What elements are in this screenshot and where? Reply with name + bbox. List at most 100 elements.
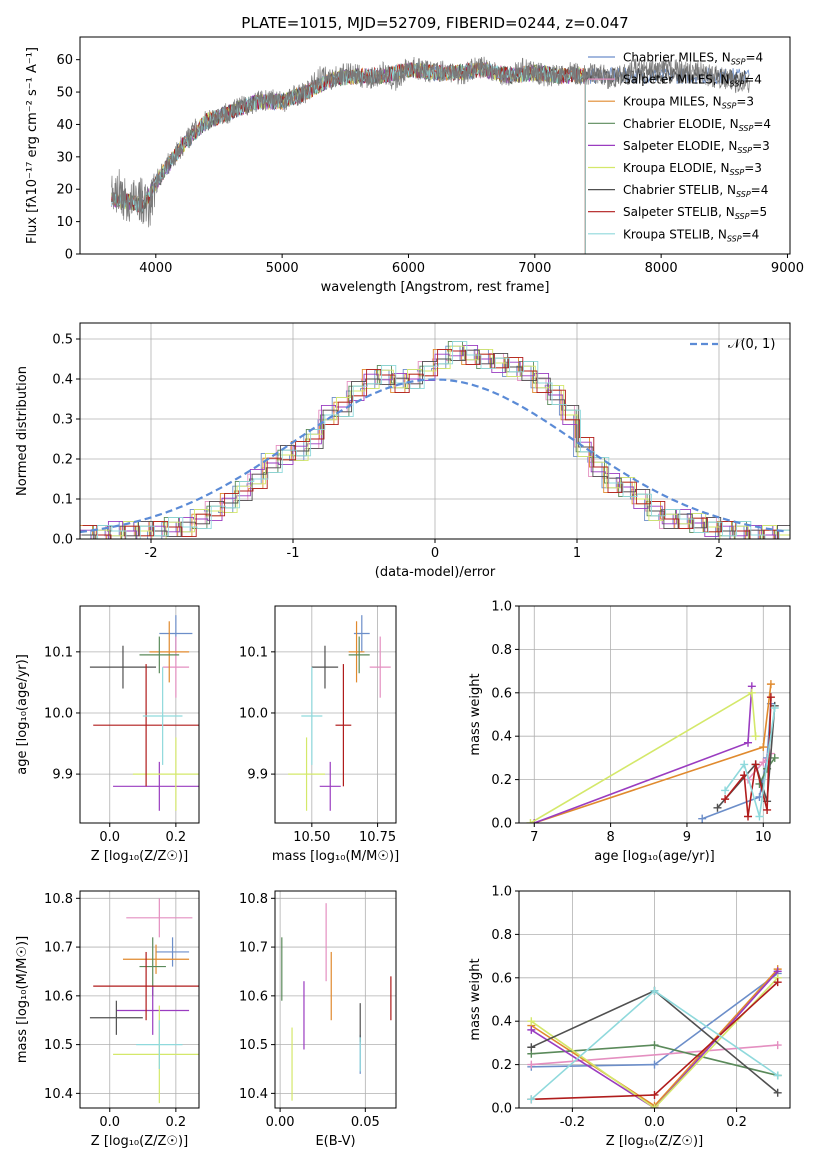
x-axis-label: Z [log₁₀(Z/Z☉)] — [606, 1134, 703, 1149]
errorbar-salpeter_stelib — [93, 664, 199, 787]
series-marker-salpeter_stelib — [751, 760, 760, 769]
y-tick-label: 10.6 — [44, 989, 73, 1004]
series-marker-kroupa_miles — [766, 680, 775, 689]
y-tick-label: 0.0 — [491, 817, 512, 832]
errorbar-chabrier_stelib — [89, 1000, 143, 1035]
y-tick-label: 50 — [56, 86, 73, 101]
series-marker-chabrier_miles — [650, 1060, 659, 1069]
y-axis-label: age [log₁₀(age/yr)] — [15, 654, 30, 775]
y-tick-label: 0.2 — [491, 773, 512, 788]
legend-label-kroupa_elodie: Kroupa ELODIE, NSSP=3 — [623, 161, 762, 177]
y-tick-label: 20 — [56, 183, 73, 198]
x-tick-label: 0.2 — [166, 1115, 187, 1130]
y-tick-label: 10.1 — [44, 645, 73, 660]
y-tick-label: 9.9 — [247, 768, 268, 783]
series-marker-kroupa_stelib — [527, 1095, 536, 1104]
y-tick-label: 0.2 — [52, 453, 73, 468]
series-marker-salpeter_miles — [773, 1041, 782, 1050]
histogram-kroupa_miles — [80, 348, 789, 539]
x-tick-label: 9 — [683, 830, 691, 845]
x-tick-label: 10.75 — [359, 830, 396, 845]
y-tick-label: 60 — [56, 53, 73, 68]
y-tick-label: 0.1 — [52, 493, 73, 508]
legend: Chabrier MILES, NSSP=4 Salpeter MILES, NS… — [588, 51, 771, 243]
x-axis-label: mass [log₁₀(M/M☉)] — [272, 849, 399, 864]
y-tick-label: 10.7 — [239, 941, 268, 956]
y-tick-label: 10.6 — [239, 989, 268, 1004]
axes-frame — [274, 605, 397, 824]
histogram-salpeter_elodie — [80, 344, 790, 539]
x-axis-label: age [log₁₀(age/yr)] — [594, 849, 715, 864]
y-tick-label: 10.4 — [44, 1087, 73, 1102]
errorbar-chabrier_elodie — [139, 636, 180, 674]
x-axis-label: wavelength [Angstrom, rest frame] — [321, 280, 550, 295]
y-tick-label: 0.8 — [491, 928, 512, 943]
y-tick-label: 10.1 — [239, 645, 268, 660]
y-axis-label: mass [log₁₀(M/M☉)] — [15, 936, 30, 1063]
axes-frame — [274, 890, 397, 1109]
series-line-chabrier_miles — [701, 703, 772, 820]
y-tick-label: 9.9 — [52, 768, 73, 783]
x-axis-label: Z [log₁₀(Z/Z☉)] — [91, 849, 188, 864]
x-tick-label: 6000 — [392, 261, 425, 276]
y-tick-label: 10.8 — [44, 892, 73, 907]
y-tick-label: 40 — [56, 118, 73, 133]
x-tick-label: 10 — [755, 830, 772, 845]
errorbar-chabrier_stelib — [89, 645, 157, 689]
series-marker-kroupa_elodie — [747, 688, 756, 697]
y-tick-label: 0.4 — [491, 1015, 512, 1030]
x-tick-label: 0.0 — [99, 830, 120, 845]
series-marker-kroupa_miles — [759, 743, 768, 752]
x-tick-label: -0.2 — [560, 1115, 585, 1130]
x-tick-label: 0 — [431, 546, 439, 561]
x-tick-label: -2 — [145, 546, 158, 561]
errorbar-salpeter_elodie — [116, 986, 190, 1035]
model-line-chabrier_elodie — [111, 62, 586, 254]
y-tick-label: 0.6 — [491, 686, 512, 701]
errorbar-kroupa_elodie — [132, 737, 199, 811]
y-tick-label: 10.8 — [239, 892, 268, 907]
x-tick-label: 9000 — [771, 261, 804, 276]
data-spectrum-line — [111, 56, 750, 228]
y-tick-label: 0.8 — [491, 643, 512, 658]
panel-spectrum: Chabrier MILES, NSSP=4 Salpeter MILES, NS… — [25, 36, 804, 295]
model-line-salpeter_elodie — [111, 62, 586, 254]
series-marker-salpeter_stelib — [650, 1090, 659, 1099]
y-tick-label: 10.0 — [44, 706, 73, 721]
legend-label-chabrier_elodie: Chabrier ELODIE, NSSP=4 — [623, 117, 771, 133]
normal-curve — [80, 378, 788, 534]
x-tick-label: 0.0 — [99, 1115, 120, 1130]
series-marker-kroupa_stelib — [650, 986, 659, 995]
errorbar-kroupa_stelib — [142, 667, 183, 765]
y-tick-label: 0.0 — [52, 533, 73, 548]
model-line-kroupa_miles — [111, 60, 586, 254]
plot-area — [526, 680, 779, 823]
series-marker-chabrier_miles — [698, 814, 707, 823]
model-line-salpeter_miles — [111, 62, 586, 254]
y-tick-label: 0.2 — [491, 1058, 512, 1073]
model-line-kroupa_stelib — [111, 62, 586, 254]
series-marker-kroupa_elodie — [650, 1104, 659, 1108]
series-line-kroupa_miles — [534, 684, 772, 823]
y-axis-label: mass weight — [468, 673, 483, 755]
errorbar-kroupa_miles — [348, 621, 365, 683]
series-marker-kroupa_elodie — [526, 819, 535, 823]
model-line-salpeter_stelib — [111, 61, 586, 254]
series-line-salpeter_elodie — [530, 970, 779, 1108]
y-tick-label: 0.5 — [52, 333, 73, 348]
y-tick-label: 0.6 — [491, 971, 512, 986]
x-tick-label: 4000 — [139, 261, 172, 276]
y-tick-label: 0.4 — [491, 730, 512, 745]
legend-label-chabrier_stelib: Chabrier STELIB, NSSP=4 — [623, 183, 768, 199]
x-tick-label: 0.00 — [266, 1115, 295, 1130]
series-marker-chabrier_stelib — [527, 1043, 536, 1052]
y-tick-label: 30 — [56, 150, 73, 165]
y-axis-label: Normed distribution — [15, 366, 30, 496]
axes-frame — [79, 605, 200, 824]
errorbar-salpeter_stelib — [93, 951, 199, 1021]
plot-area — [80, 340, 790, 539]
x-tick-label: 0.2 — [166, 830, 187, 845]
errorbar-kroupa_miles — [122, 944, 190, 974]
panel-residuals: 𝒩(0, 1) -2 -1 0 1 2 0.0 0.1 0.2 0.3 0.4 0.5 (data-mo… — [15, 322, 791, 580]
